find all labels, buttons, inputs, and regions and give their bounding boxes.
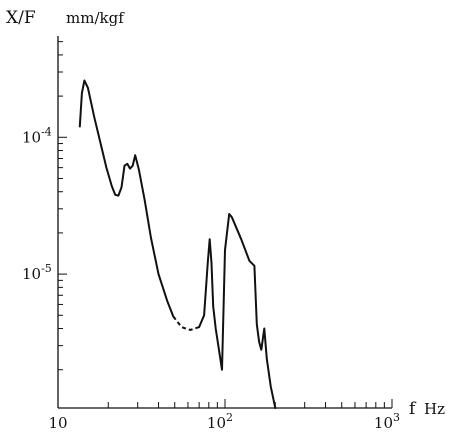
series-line-3 (198, 213, 277, 409)
data-series (78, 79, 277, 409)
x-axis-unit: Hz (424, 400, 445, 418)
y-axis-label: X/F (6, 8, 36, 28)
x-axis-label: f (409, 399, 417, 419)
y-tick-label: 10-5 (22, 262, 52, 283)
x-tick-label: 10 (48, 414, 67, 432)
series-line-2 (172, 315, 200, 332)
x-tick-label: 102 (207, 411, 233, 432)
axis-labels: X/F mm/kgf f Hz (6, 8, 445, 419)
tick-labels: 10 102 103 10-4 10-5 (22, 125, 400, 432)
series-line-1 (78, 79, 175, 318)
x-tick-label: 103 (374, 411, 400, 432)
y-tick-label: 10-4 (22, 125, 52, 146)
axes (57, 36, 392, 409)
tick-marks (57, 41, 393, 408)
y-axis-unit: mm/kgf (66, 9, 125, 27)
